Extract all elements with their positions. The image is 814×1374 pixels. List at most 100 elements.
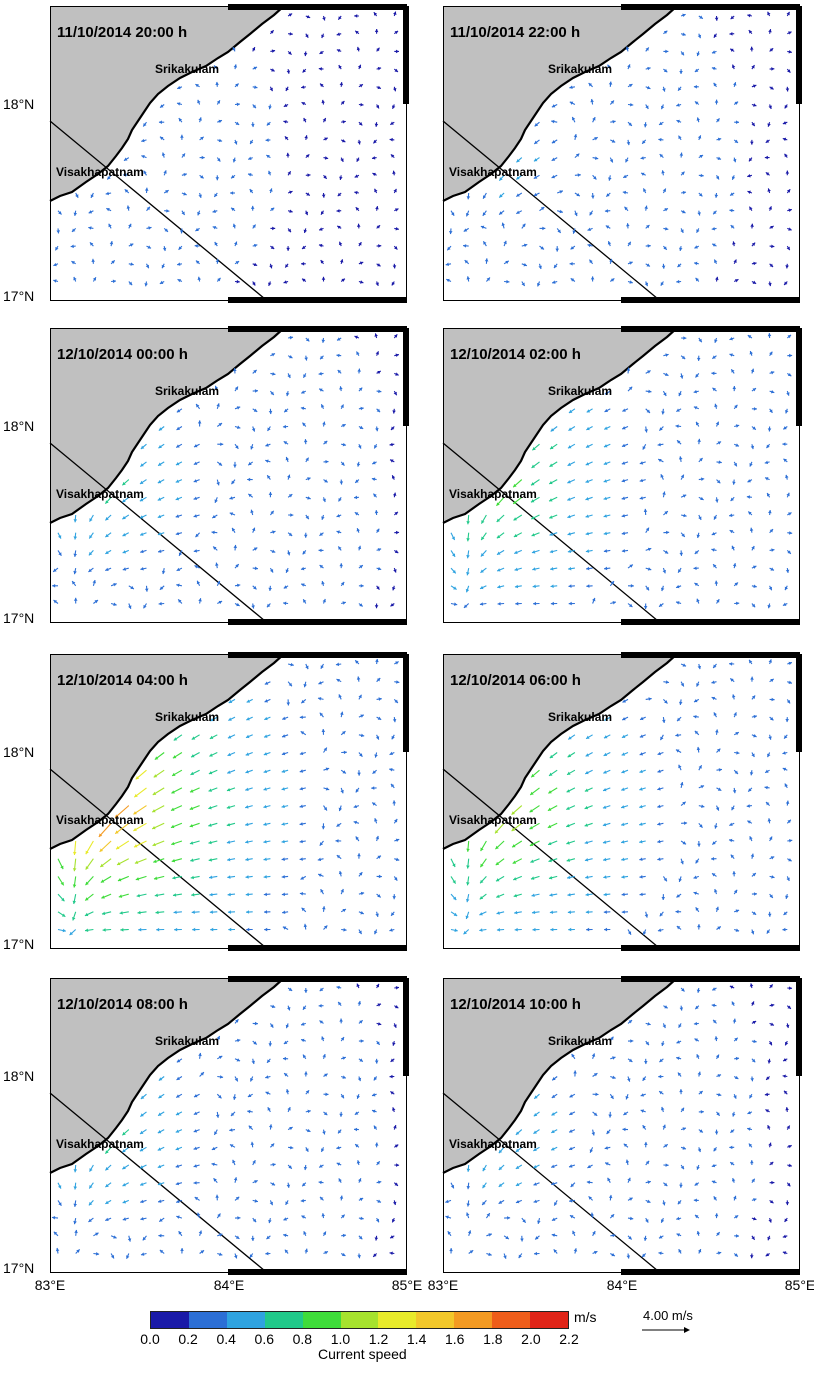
current-vector-head xyxy=(677,1200,682,1205)
current-vector-head xyxy=(253,243,258,248)
current-vector-head xyxy=(715,276,719,281)
current-vector-head xyxy=(264,734,268,738)
current-vector-head xyxy=(299,822,303,826)
current-vector-head xyxy=(625,158,629,163)
current-vector-head xyxy=(660,587,665,592)
current-vector-head xyxy=(394,818,398,823)
current-vector-head xyxy=(340,404,344,408)
current-vector-head xyxy=(625,46,630,50)
current-vector-head xyxy=(248,1125,253,1130)
current-vector-head xyxy=(536,282,541,287)
current-vector-head xyxy=(534,1095,538,1099)
current-vector-head xyxy=(568,409,573,413)
current-vector-head xyxy=(662,88,666,92)
current-vector-head xyxy=(771,67,775,71)
current-vector-head xyxy=(393,391,397,396)
frame-bar xyxy=(621,326,800,332)
current-vector-head xyxy=(339,563,344,567)
current-vector-head xyxy=(605,225,610,229)
current-vector-head xyxy=(769,894,773,898)
current-vector-head xyxy=(394,30,399,35)
current-vector-head xyxy=(625,1095,629,1100)
colorbar-tick: 1.8 xyxy=(483,1331,503,1347)
current-vector-head xyxy=(715,499,719,503)
current-vector-head xyxy=(729,336,733,341)
current-vector-head xyxy=(679,152,684,156)
coastline xyxy=(442,327,678,524)
current-vector-head xyxy=(282,926,287,930)
current-vector-head xyxy=(628,122,632,126)
current-vector-head xyxy=(377,855,381,859)
current-vector-head xyxy=(164,228,168,232)
coastline xyxy=(442,5,678,202)
current-vectors xyxy=(52,333,400,610)
current-vector-head xyxy=(140,567,144,571)
place-label-srikakulam: Srikakulam xyxy=(548,384,613,398)
panel-title: 12/10/2014 08:00 h xyxy=(57,996,188,1013)
current-vector-head xyxy=(359,1058,363,1062)
cyclone-track xyxy=(442,120,659,300)
current-vector-head xyxy=(714,580,719,584)
current-vector-head xyxy=(513,533,518,538)
current-vector-head xyxy=(603,875,607,879)
current-vector-head xyxy=(197,99,201,104)
current-vector-head xyxy=(699,1091,703,1095)
current-vector-head xyxy=(356,528,360,532)
current-vector-head xyxy=(390,1091,394,1095)
current-vector-head xyxy=(288,532,293,536)
current-vector-head xyxy=(713,1196,717,1200)
current-vector-head xyxy=(573,1070,577,1074)
current-vector-head xyxy=(318,1180,322,1185)
current-vector-head xyxy=(551,1217,556,1221)
current-vector-head xyxy=(657,928,662,932)
current-vector-head xyxy=(450,1184,455,1189)
current-vector-head xyxy=(676,279,680,284)
current-vector-head xyxy=(303,374,307,378)
current-vector-head xyxy=(479,896,484,900)
current-vector-head xyxy=(336,32,341,36)
current-vector-head xyxy=(374,333,378,337)
current-vector-head xyxy=(322,17,326,21)
current-vector-head xyxy=(749,463,753,467)
current-vector-head xyxy=(339,259,344,263)
current-vector-head xyxy=(782,767,787,772)
current-vector-head xyxy=(622,717,626,721)
current-vector-head xyxy=(639,875,643,879)
current-vector-head xyxy=(322,1054,326,1058)
frame-bar xyxy=(621,945,800,951)
current-vector-head xyxy=(750,141,754,145)
current-vector-head xyxy=(374,123,379,127)
map-panel: 12/10/2014 04:00 h Srikakulam Visakhapatna… xyxy=(49,652,409,951)
current-vector-head xyxy=(254,566,258,571)
current-vector-head xyxy=(573,134,578,138)
current-vector-head xyxy=(375,428,379,432)
current-vector-head xyxy=(195,227,199,232)
current-vector-head xyxy=(516,193,520,197)
current-vector-head xyxy=(171,858,176,863)
current-vector-head xyxy=(251,428,256,432)
current-vector-head xyxy=(72,868,77,872)
current-vector-head xyxy=(463,228,468,232)
current-vector-head xyxy=(712,841,716,845)
current-vector-head xyxy=(731,1178,736,1182)
map-canvas xyxy=(49,326,409,625)
current-vector-head xyxy=(161,152,166,156)
current-vector-head xyxy=(769,48,774,52)
current-vector-head xyxy=(732,1018,737,1022)
current-vector-head xyxy=(252,282,256,286)
current-vector-head xyxy=(193,1129,198,1133)
current-vector-head xyxy=(372,1093,376,1097)
current-vector-head xyxy=(336,678,340,683)
current-vector-head xyxy=(303,52,308,57)
current-vector-head xyxy=(320,665,324,669)
panel-title: 12/10/2014 06:00 h xyxy=(450,672,581,689)
current-vector-head xyxy=(696,683,700,687)
current-vector-head xyxy=(547,807,552,811)
current-vector-head xyxy=(377,1003,381,1007)
current-vector-head xyxy=(236,425,241,429)
current-vector-head xyxy=(178,118,183,122)
current-vector-head xyxy=(497,585,501,589)
map-canvas xyxy=(49,4,409,303)
current-vector-head xyxy=(176,426,181,430)
current-vector-head xyxy=(251,47,256,51)
